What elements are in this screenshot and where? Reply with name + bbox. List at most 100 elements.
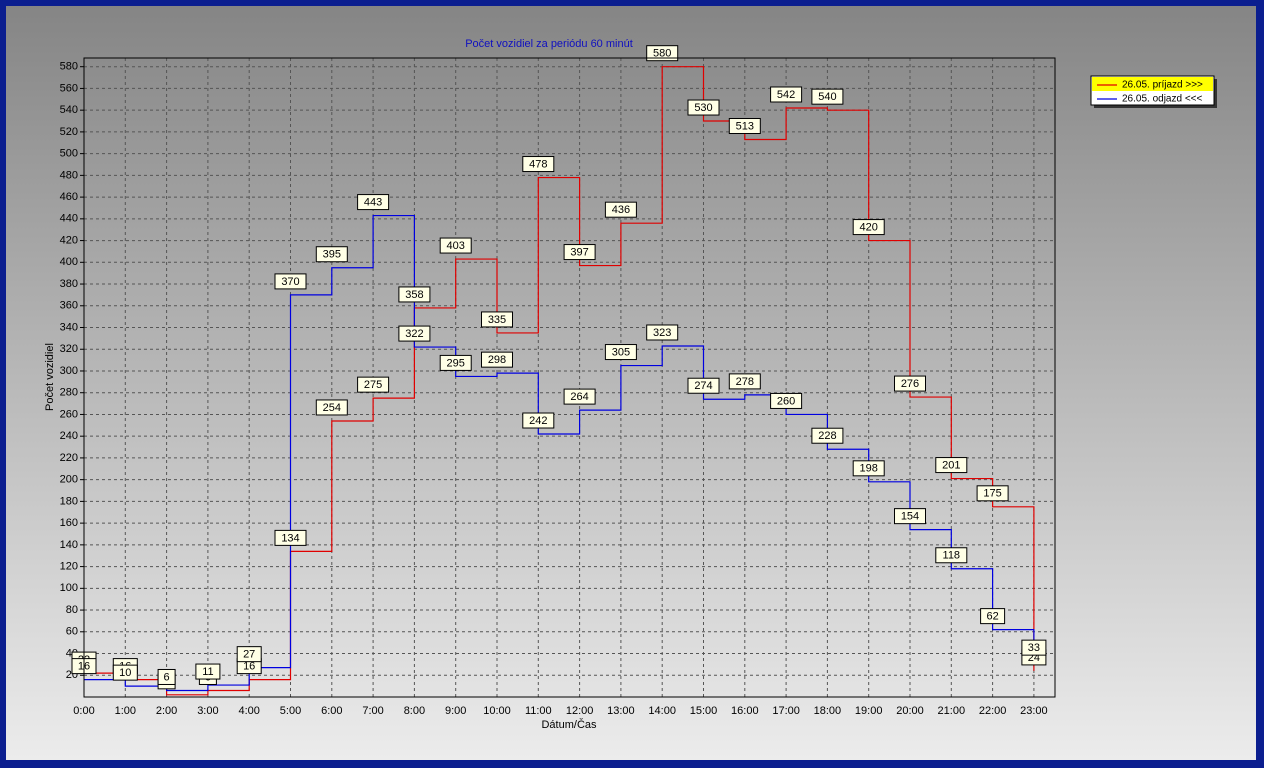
data-label: 420 (860, 221, 878, 233)
data-label: 27 (243, 649, 255, 661)
data-label: 118 (943, 550, 961, 562)
x-tick-label: 19:00 (855, 705, 883, 717)
y-tick-label: 420 (60, 234, 78, 246)
data-label-box (687, 99, 720, 116)
data-label-box (811, 427, 844, 444)
data-label-box (852, 460, 885, 477)
y-tick-label: 140 (60, 539, 78, 551)
y-tick-label: 580 (60, 61, 78, 73)
data-label: 370 (281, 276, 299, 288)
x-tick-label: 5:00 (280, 705, 301, 717)
data-label-box (604, 201, 637, 218)
x-tick-label: 16:00 (731, 705, 759, 717)
y-tick-label: 260 (60, 408, 78, 420)
y-tick-label: 540 (60, 104, 78, 116)
data-label: 275 (364, 379, 382, 391)
data-label-box (195, 663, 221, 680)
data-label-box (112, 664, 138, 681)
data-label-box (687, 377, 720, 394)
x-tick-label: 13:00 (607, 705, 635, 717)
y-tick-label: 320 (60, 343, 78, 355)
data-label-box (935, 547, 968, 564)
x-tick-label: 17:00 (772, 705, 800, 717)
data-label-box (1021, 639, 1047, 656)
data-label: 10 (119, 667, 131, 679)
data-label-box (976, 485, 1009, 502)
x-tick-label: 21:00 (938, 705, 966, 717)
data-label-box (728, 373, 761, 390)
data-label: 175 (983, 488, 1001, 500)
data-label: 436 (612, 204, 630, 216)
data-label-box (980, 608, 1006, 625)
x-axis-label: Dátum/Čas (541, 718, 597, 731)
data-label-box (236, 646, 262, 663)
data-label: 397 (570, 246, 588, 258)
chart-title: Počet vozidiel za periódu 60 minút (465, 38, 633, 50)
data-label-box (770, 86, 803, 103)
data-label: 322 (405, 328, 423, 340)
y-tick-label: 460 (60, 191, 78, 203)
y-tick-label: 220 (60, 452, 78, 464)
data-label-box (481, 311, 513, 328)
x-tick-label: 18:00 (814, 705, 842, 717)
data-label-box (894, 508, 926, 525)
y-tick-label: 60 (66, 626, 78, 638)
data-label: 264 (570, 391, 588, 403)
data-label-box (274, 529, 307, 546)
y-tick-label: 240 (60, 430, 78, 442)
data-label-box (522, 156, 555, 173)
y-tick-label: 520 (60, 126, 78, 138)
y-tick-label: 180 (60, 495, 78, 507)
data-label-box (563, 244, 596, 261)
data-label: 403 (447, 240, 465, 252)
data-labels: 2216261613425427535840333547839743658053… (71, 45, 1047, 690)
y-tick-label: 80 (66, 604, 78, 616)
x-tick-label: 7:00 (362, 705, 383, 717)
legend: 26.05. príjazd >>> 26.05. odjazd <<< (1090, 75, 1217, 108)
x-tick-label: 12:00 (566, 705, 594, 717)
y-tick-label: 200 (60, 474, 78, 486)
x-tick-label: 1:00 (115, 705, 136, 717)
data-label-box (604, 344, 637, 361)
data-label: 276 (901, 378, 919, 390)
y-tick-label: 160 (60, 517, 78, 529)
x-tick-label: 15:00 (690, 705, 718, 717)
data-label-box (157, 668, 176, 685)
data-label-box (357, 194, 390, 211)
data-label: 201 (942, 459, 960, 471)
y-tick-label: 120 (60, 560, 78, 572)
x-tick-label: 11:00 (525, 705, 552, 717)
y-tick-label: 100 (60, 582, 78, 594)
x-tick-label: 20:00 (896, 705, 924, 717)
legend-highlight (1092, 77, 1213, 91)
data-label-box (852, 219, 885, 236)
data-label-box (398, 325, 431, 342)
data-label-box (522, 412, 555, 429)
x-tick-label: 3:00 (197, 705, 218, 717)
legend-label: 26.05. odjazd <<< (1122, 94, 1203, 105)
data-label: 278 (736, 376, 754, 388)
data-label: 33 (1028, 642, 1040, 654)
data-label: 513 (736, 120, 754, 132)
data-label-box (728, 118, 761, 135)
data-label: 198 (860, 463, 878, 475)
chart-background (6, 6, 1256, 760)
data-label-box (315, 246, 348, 263)
data-label-box (563, 388, 596, 405)
data-label: 6 (164, 671, 170, 683)
data-label: 260 (777, 395, 795, 407)
x-tick-label: 0:00 (73, 705, 94, 717)
data-label: 542 (777, 89, 795, 101)
data-label: 298 (488, 354, 506, 366)
x-tick-label: 22:00 (979, 705, 1007, 717)
legend-label: 26.05. príjazd >>> (1122, 80, 1203, 91)
data-label-box (439, 354, 472, 371)
y-tick-label: 280 (60, 387, 78, 399)
data-label-box (481, 351, 513, 368)
x-tick-label: 4:00 (238, 705, 259, 717)
y-tick-label: 360 (60, 300, 78, 312)
data-label: 478 (529, 158, 547, 170)
data-label-box (811, 88, 844, 105)
